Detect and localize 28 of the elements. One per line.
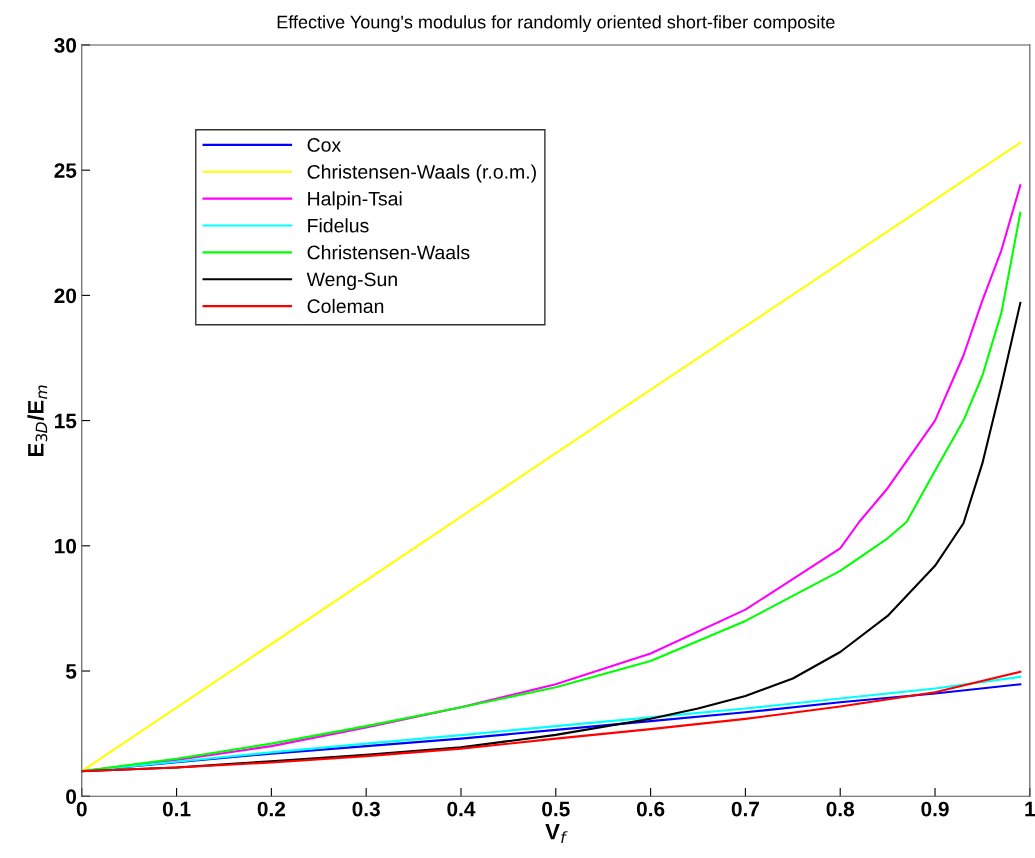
- legend-label: Cox: [307, 138, 341, 152]
- legend-label: Halpin-Tsai: [308, 191, 402, 210]
- y-tick-label: 15: [55, 413, 77, 429]
- x-tick-label: 0.7: [731, 801, 759, 817]
- x-tick-label: 0.8: [826, 801, 855, 817]
- chart-title: Effective Young's modulus for randomly oriented short-fiber composite: [277, 15, 835, 33]
- x-tick-label: 0: [76, 801, 87, 817]
- x-tick-label: 0.4: [447, 801, 476, 817]
- y-axis-title: E$_{3D}$/E$_{m}$: [27, 385, 48, 457]
- legend-label: Coleman: [307, 298, 384, 314]
- y-tick-label: 5: [65, 664, 77, 679]
- x-tick-label: 0.1: [162, 801, 191, 817]
- legend-label: Christensen-Waals (r.o.m.): [307, 164, 536, 183]
- x-tick-label: 0.2: [257, 801, 286, 817]
- y-tick-label: 25: [54, 163, 77, 178]
- legend-label: Fidelus: [308, 218, 369, 233]
- y-tick-label: 20: [54, 288, 77, 304]
- x-tick-label: 1: [1025, 801, 1035, 817]
- x-axis-title: V$_{f}$: [545, 824, 568, 843]
- x-tick-label: 0.5: [542, 801, 570, 817]
- x-tick-label: 0.3: [352, 801, 380, 817]
- y-tick-label: 0: [66, 789, 77, 804]
- x-tick-label: 0.6: [636, 801, 665, 817]
- y-tick-label: 30: [54, 37, 77, 53]
- x-tick-label: 0.9: [921, 801, 949, 817]
- legend-label: Christensen-Waals: [307, 245, 470, 260]
- legend-label: Weng-Sun: [306, 272, 397, 291]
- y-tick-label: 10: [55, 538, 77, 554]
